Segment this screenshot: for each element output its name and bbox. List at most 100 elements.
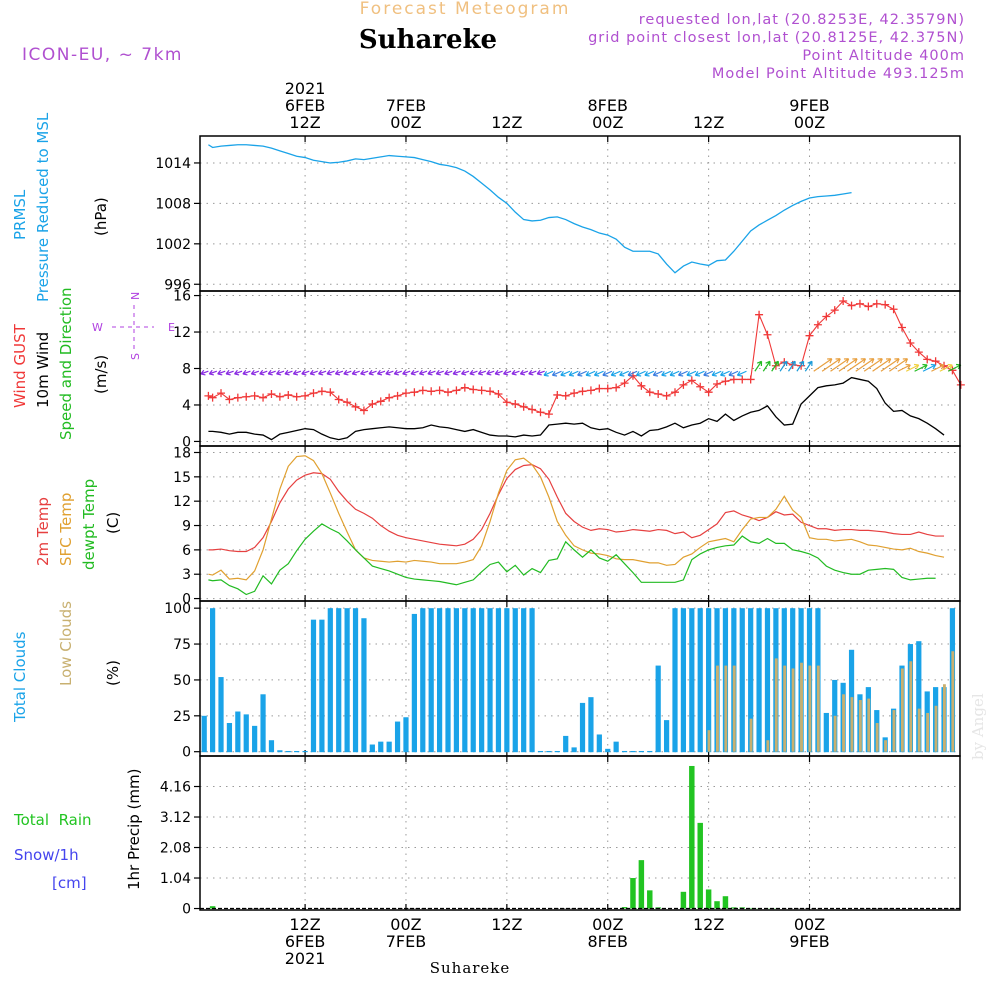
wind-direction-arrow	[225, 369, 234, 376]
total-cloud-bar	[252, 725, 258, 753]
wind-direction-arrow	[762, 360, 771, 372]
wind-direction-arrow	[427, 369, 436, 376]
low-clouds-label: Low Clouds	[57, 601, 75, 686]
total-cloud-bar	[613, 741, 619, 753]
gust-marker	[343, 398, 352, 407]
compass-e: E	[168, 321, 175, 334]
wind-direction-arrow	[217, 369, 226, 376]
time-label-top: 8FEB	[588, 96, 628, 115]
wind-direction-arrow	[301, 369, 310, 376]
wind-direction-arrow	[410, 369, 419, 376]
total-cloud-bar	[403, 717, 409, 753]
dewpt-label: dewpt Temp	[80, 479, 98, 570]
wind-direction-arrow	[880, 358, 900, 372]
gust-marker	[612, 383, 621, 392]
wind-direction-arrow	[728, 370, 739, 377]
rain-bar	[630, 878, 636, 909]
gust-marker	[822, 312, 831, 321]
total-cloud-bar	[277, 750, 283, 753]
total-cloud-bar	[462, 608, 468, 753]
y-tick-label: 75	[173, 637, 191, 653]
low-cloud-bar	[934, 705, 938, 752]
temp-2m-line	[208, 464, 945, 553]
gust-marker	[704, 388, 713, 397]
rain-bar	[209, 906, 216, 909]
gust-marker	[477, 386, 486, 395]
total-cloud-bar	[327, 608, 333, 753]
gust-marker	[393, 391, 402, 400]
point-altitude: Point Altitude 400m	[802, 48, 965, 64]
wind-direction-arrow	[551, 370, 562, 377]
gust-marker	[956, 380, 965, 389]
gust-marker	[603, 384, 612, 393]
wind-direction-arrow	[855, 358, 875, 372]
y-tick-label: 15	[173, 470, 191, 486]
wind-direction-arrow	[511, 369, 520, 376]
total-cloud-bar	[916, 641, 922, 753]
time-label-top: 7FEB	[386, 96, 426, 115]
y-tick-label: 3.12	[160, 810, 191, 826]
y-tick-label: 4	[182, 398, 191, 414]
pressure-line	[208, 144, 852, 274]
gust-label: Wind GUST	[11, 323, 29, 408]
total-cloud-bar	[748, 608, 754, 753]
wind-direction-arrow	[360, 369, 369, 376]
location-title: Suhareke	[359, 25, 497, 55]
gust-marker	[755, 310, 764, 319]
wind-direction-arrow	[318, 369, 327, 376]
low-cloud-bar	[942, 684, 946, 752]
wind-direction-arrow	[250, 369, 260, 376]
pressure-panel: 996 1002 1008 1014	[155, 135, 961, 293]
total-cloud-bar	[621, 750, 628, 753]
low-cloud-bar	[892, 710, 896, 752]
snow-label: Snow/1h	[14, 846, 79, 864]
y-tick-label: 16	[173, 289, 191, 305]
wind-direction-arrow	[694, 370, 705, 377]
rain-bar	[714, 901, 720, 909]
gust-marker	[839, 297, 848, 306]
total-cloud-bar	[647, 750, 653, 753]
total-cloud-bar	[529, 608, 535, 753]
y-tick-label: 1002	[155, 237, 191, 253]
gust-marker	[502, 398, 511, 407]
gust-marker	[486, 387, 495, 396]
low-cloud-bar	[707, 730, 711, 752]
suptitle: Forecast Meteogram	[360, 0, 571, 19]
wind-direction-arrow	[872, 358, 892, 372]
wind-direction-arrow	[796, 360, 805, 372]
time-label-top: 12Z	[491, 113, 522, 132]
total-cloud-bar	[394, 721, 401, 753]
gust-marker	[418, 386, 427, 395]
total-cloud-bar	[302, 750, 308, 753]
low-cloud-bar	[917, 708, 921, 752]
gust-marker	[259, 393, 268, 402]
gust-marker	[317, 387, 326, 396]
wind-direction-arrow	[334, 369, 344, 376]
requested-coords: requested lon,lat (20.8253E, 42.3579N)	[639, 12, 965, 28]
low-cloud-bar	[808, 665, 812, 752]
pressure-unit: (hPa)	[92, 197, 110, 236]
wind-direction-arrow	[242, 369, 251, 376]
total-cloud-bar	[537, 750, 544, 753]
gust-marker	[889, 305, 898, 314]
low-cloud-bar	[724, 665, 728, 752]
clouds-unit: (%)	[104, 660, 122, 686]
total-cloud-bar	[243, 714, 249, 753]
temperature-panel: 0 3 6 9 12 15 18	[173, 445, 961, 608]
total-cloud-bar	[260, 694, 266, 753]
gust-marker	[906, 338, 915, 347]
low-cloud-bar	[850, 697, 854, 752]
gust-marker	[427, 387, 436, 396]
wind-direction-arrow	[585, 370, 596, 377]
gust-marker	[326, 388, 335, 397]
panel-frame	[199, 135, 961, 292]
low-cloud-bar	[766, 740, 770, 752]
y-tick-label: 25	[173, 709, 191, 725]
gust-marker	[578, 387, 587, 396]
total-cloud-bar	[554, 750, 560, 753]
gust-marker	[763, 330, 772, 339]
rain-bar	[747, 907, 754, 909]
low-cloud-bar	[842, 694, 845, 752]
total-cloud-bar	[386, 741, 392, 753]
